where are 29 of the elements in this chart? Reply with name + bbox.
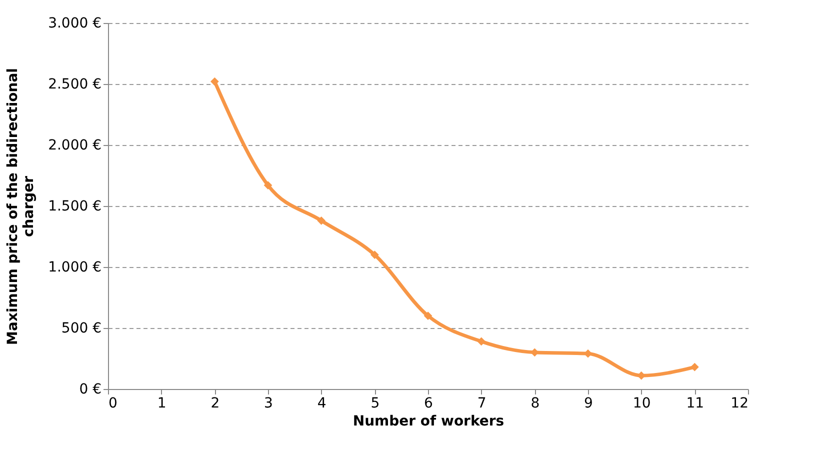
- y-tick-label: 1.500 €: [48, 198, 102, 214]
- y-tick-label: 2.500 €: [48, 76, 102, 92]
- point: [477, 337, 486, 346]
- point: [264, 181, 272, 190]
- point: [210, 77, 219, 86]
- x-tick-label: 3: [264, 396, 273, 412]
- y-tick-label: 500 €: [61, 320, 102, 336]
- x-tick-label: 8: [530, 396, 540, 412]
- x-tick-label: 1: [157, 396, 166, 412]
- x-tick-label: 11: [686, 396, 704, 412]
- point: [317, 216, 326, 225]
- y-tick-label: 2.000 €: [48, 138, 102, 154]
- x-tick-label: 4: [317, 396, 326, 412]
- point: [370, 250, 379, 259]
- y-axis-title: Maximum price of the bidirectional charger: [5, 68, 38, 345]
- point: [424, 312, 432, 320]
- x-tick-label: 12: [730, 396, 748, 412]
- point: [690, 362, 699, 372]
- x-axis-title: Number of workers: [352, 414, 504, 430]
- x-tick-label: 0: [108, 396, 118, 412]
- x-tick-label: 7: [477, 396, 486, 412]
- x-tick-label: 2: [210, 396, 220, 412]
- y-tick-label: 1.000 €: [48, 260, 102, 276]
- y-tick-label: 0 €: [79, 382, 102, 398]
- x-tick-label: 9: [584, 396, 593, 412]
- x-tick-label: 10: [632, 396, 651, 412]
- y-tick-label: 3.000 €: [48, 16, 102, 32]
- x-tick-label: 5: [370, 396, 380, 412]
- x-tick-label: 6: [424, 396, 434, 412]
